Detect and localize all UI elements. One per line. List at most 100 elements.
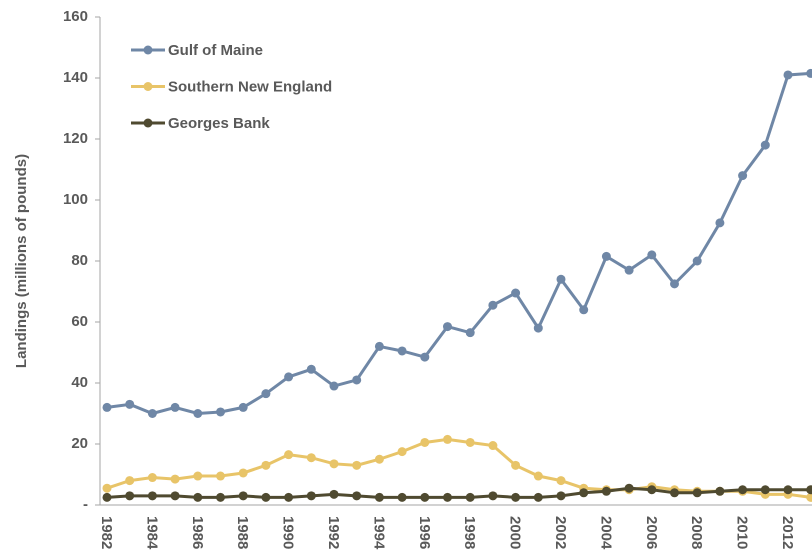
x-tick-label: 1982 xyxy=(98,516,115,549)
data-point xyxy=(511,492,521,502)
data-point xyxy=(420,492,430,502)
data-point xyxy=(601,251,611,261)
data-point xyxy=(692,256,702,266)
data-point xyxy=(329,489,339,499)
legend-label: Gulf of Maine xyxy=(168,42,263,59)
legend-marker xyxy=(143,82,153,91)
data-point xyxy=(306,491,316,501)
data-point xyxy=(443,322,452,332)
y-tick-label: 120 xyxy=(63,130,88,147)
data-point xyxy=(647,485,657,495)
data-point xyxy=(579,305,589,315)
data-point xyxy=(624,483,634,493)
data-point xyxy=(465,437,475,447)
x-tick-label: 1984 xyxy=(143,516,160,550)
y-tick-label: 40 xyxy=(71,374,88,391)
data-point xyxy=(170,491,180,501)
data-point xyxy=(374,492,384,502)
data-point xyxy=(443,434,452,444)
data-point xyxy=(284,492,294,502)
data-point xyxy=(238,402,248,412)
data-point xyxy=(261,492,271,502)
x-tick-label: 2004 xyxy=(597,516,614,550)
x-tick-label: 1998 xyxy=(461,516,478,549)
y-tick-label: 60 xyxy=(71,313,88,330)
series-line xyxy=(106,437,811,499)
data-point xyxy=(715,486,725,496)
series-line xyxy=(106,486,811,499)
data-point xyxy=(624,265,634,275)
data-point xyxy=(193,409,203,418)
data-point xyxy=(261,460,271,470)
data-point xyxy=(783,70,793,80)
data-point xyxy=(261,389,271,399)
y-tick-label: 20 xyxy=(71,435,88,452)
data-point xyxy=(147,409,157,418)
legend-label: Southern New England xyxy=(168,78,332,95)
data-point xyxy=(102,483,112,493)
legend-marker xyxy=(143,118,153,128)
data-point xyxy=(533,492,543,502)
data-point xyxy=(193,471,203,481)
data-point xyxy=(397,346,407,356)
data-point xyxy=(329,459,339,469)
x-tick-label: 1992 xyxy=(325,516,342,549)
data-point xyxy=(488,491,498,501)
data-point xyxy=(738,171,748,181)
data-point xyxy=(147,473,157,483)
data-point xyxy=(806,485,812,495)
legend-label: Georges Bank xyxy=(168,115,270,132)
data-point xyxy=(533,323,543,333)
data-point xyxy=(488,300,498,310)
data-point xyxy=(556,476,566,486)
data-point xyxy=(374,341,384,351)
data-point xyxy=(238,491,248,501)
y-tick-label: 140 xyxy=(63,69,88,86)
data-point xyxy=(465,492,475,502)
data-point xyxy=(760,140,770,150)
data-point xyxy=(692,488,702,498)
data-point xyxy=(397,492,407,502)
x-tick-label: 1994 xyxy=(370,516,387,550)
x-tick-label: 2010 xyxy=(734,516,751,549)
legend-marker xyxy=(143,45,153,55)
data-point xyxy=(216,407,225,417)
y-tick-label: 100 xyxy=(63,191,88,208)
data-point xyxy=(420,437,430,447)
x-tick-label: 2006 xyxy=(643,516,660,549)
data-point xyxy=(806,68,812,78)
data-point xyxy=(102,492,112,502)
data-point xyxy=(511,288,521,298)
y-tick-label: 160 xyxy=(63,8,88,25)
data-point xyxy=(193,492,203,502)
data-point xyxy=(216,492,225,502)
data-point xyxy=(125,399,135,409)
data-point xyxy=(420,352,430,362)
x-tick-label: 1990 xyxy=(280,516,297,549)
data-point xyxy=(465,328,475,338)
x-tick-label: 1986 xyxy=(189,516,206,549)
data-point xyxy=(125,491,135,501)
x-tick-label: 1988 xyxy=(234,516,251,549)
data-point xyxy=(715,218,725,228)
data-point xyxy=(488,441,498,451)
data-point xyxy=(533,471,543,481)
data-point xyxy=(760,485,770,495)
data-point xyxy=(306,453,316,463)
data-point xyxy=(738,485,748,495)
data-point xyxy=(601,486,611,496)
x-tick-label: 2008 xyxy=(688,516,705,549)
data-point xyxy=(556,491,566,501)
data-point xyxy=(329,381,339,391)
data-point xyxy=(670,488,679,498)
data-point xyxy=(443,492,452,502)
x-tick-label: 2012 xyxy=(779,516,796,549)
data-point xyxy=(170,402,180,412)
y-axis-label: Landings (millions of pounds) xyxy=(13,154,30,368)
y-tick-label: - xyxy=(83,496,88,513)
data-point xyxy=(216,471,225,481)
data-point xyxy=(284,372,294,382)
data-point xyxy=(352,491,362,501)
